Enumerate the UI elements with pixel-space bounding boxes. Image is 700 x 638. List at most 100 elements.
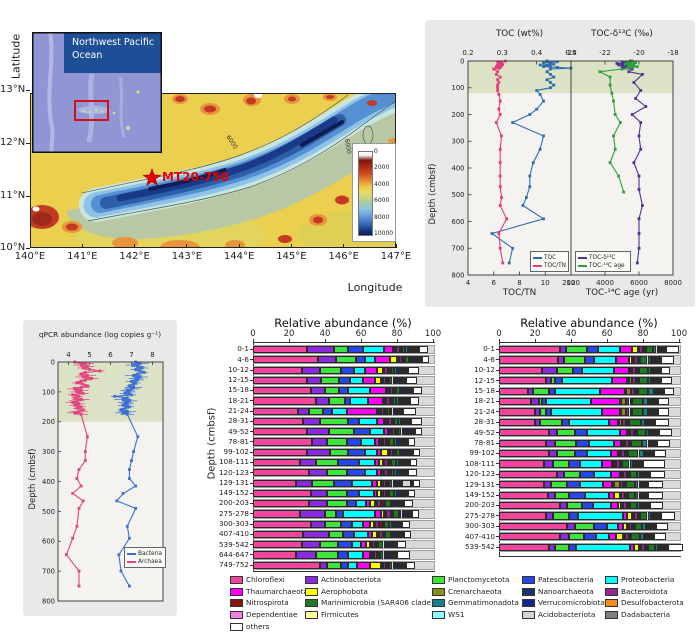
bar-segment-thaumarchaeota xyxy=(375,458,379,467)
bar-segment-proteobacteria xyxy=(569,418,609,426)
legend-line-swatch xyxy=(127,552,136,555)
bar-segment-dadabacteria xyxy=(656,408,659,416)
legend-entry-label: TOC-¹⁴C age xyxy=(589,262,625,269)
bar-segment-verrucomicrobiota xyxy=(399,458,403,467)
bar-segment-aerophobota xyxy=(389,356,397,364)
bar-segment-ws1 xyxy=(644,470,647,478)
bar-segment-actinobacteriota xyxy=(549,450,557,458)
bar-row-tick xyxy=(496,473,499,475)
bar-segment-bacteroidota xyxy=(632,377,636,385)
bar-segment-gemmatimonadota xyxy=(641,418,645,426)
taxa-swatch-desulfobacterota xyxy=(605,599,618,608)
bar-segment-bacteroidota xyxy=(631,387,635,395)
bar-segment-chloroflexi xyxy=(253,458,300,467)
bar-segment-ws1 xyxy=(416,356,419,364)
bar-segment-marinimicrobia-sar406-clade- xyxy=(390,366,395,374)
bar-segment-nitrospirota xyxy=(389,397,392,405)
station-label: MT20-750 xyxy=(162,170,229,184)
bar-segment-patescibacteria xyxy=(576,439,589,447)
svg-text:200: 200 xyxy=(42,418,55,426)
bar-segment-planctomycetota xyxy=(551,377,555,385)
bar-segment-patescibacteria xyxy=(554,377,562,385)
bar-segment-others xyxy=(406,561,415,569)
bar-segment-others xyxy=(409,397,419,405)
bar-segment-aerophobota xyxy=(379,458,383,467)
bar-segment-verrucomicrobiota xyxy=(639,491,642,499)
bar-segment-aerophobota xyxy=(626,429,629,437)
bar-segment-gemmatimonadota xyxy=(392,479,396,487)
bar-segment-planctomycetota xyxy=(554,491,570,499)
bar-segment-nitrospirota xyxy=(386,438,389,446)
bar-segment-crenarchaeota xyxy=(625,387,632,395)
bar-segment-verrucomicrobiota xyxy=(394,530,397,539)
bar-segment-dadabacteria xyxy=(406,438,408,446)
colorbar-tick-label: 8000 xyxy=(374,213,390,221)
bar-segment-bacteroidota xyxy=(373,551,378,559)
bar-bottom-axis xyxy=(253,571,435,572)
bar-segment-marinimicrobia-sar406-clade- xyxy=(631,533,641,541)
bar-segment-verrucomicrobiota xyxy=(387,541,390,549)
bar-segment-gemmatimonadota xyxy=(647,356,652,364)
bar-segment-ws1 xyxy=(655,512,658,520)
lat-tick-mark xyxy=(26,142,30,144)
bar-segment-actinobacteriota xyxy=(556,470,564,478)
bar-segment-patescibacteria xyxy=(581,502,593,510)
bar-segment-planctomycetota xyxy=(325,387,340,395)
bar-segment-verrucomicrobiota xyxy=(652,377,654,385)
bar-segment-planctomycetota xyxy=(533,387,550,395)
bar-segment-acidobacteriota xyxy=(400,500,403,508)
bar-segment-ws1 xyxy=(404,397,407,405)
qpcr-legend: Bacteria Archaea xyxy=(124,547,166,568)
bar-segment-ws1 xyxy=(650,522,653,530)
c14age-bottom-axis-label: TOC-¹⁴C age (yr) xyxy=(585,288,659,298)
bar-segment-acidobacteriota xyxy=(657,512,660,520)
bar-segment-acidobacteriota xyxy=(650,450,653,458)
bar-segment-aerophobota xyxy=(393,346,396,354)
bar-segment-nitrospirota xyxy=(626,470,629,478)
bar-segment-verrucomicrobiota xyxy=(412,356,415,364)
bar-segment-planctomycetota xyxy=(308,407,324,415)
svg-text:0.4: 0.4 xyxy=(531,49,543,57)
bar-row-tick xyxy=(250,441,253,443)
bar-segment-nitrospirota xyxy=(393,448,396,456)
bar-row-label: 99-102 xyxy=(223,447,249,457)
bar-segment-verrucomicrobiota xyxy=(644,533,647,541)
bar-segment-dadabacteria xyxy=(410,510,413,518)
bar-segment-chloroflexi xyxy=(253,530,304,539)
bar-segment-others xyxy=(407,469,417,477)
bar-segment-dadabacteria xyxy=(406,469,408,477)
bar-segment-dadabacteria xyxy=(659,356,662,364)
bar-segment-actinobacteriota xyxy=(545,512,553,520)
bar-segment-dadabacteria xyxy=(666,543,669,551)
bar-row-tick xyxy=(496,380,499,382)
bar-segment-proteobacteria xyxy=(353,366,365,374)
bar-segment-acidobacteriota xyxy=(655,429,658,437)
bar-segment-proteobacteria xyxy=(355,500,367,508)
bar-segment-chloroflexi xyxy=(253,520,311,528)
bar-segment-proteobacteria xyxy=(580,460,602,468)
qpcr-panel: qPCR abundance (log copies g⁻¹) Depth (c… xyxy=(23,320,177,616)
bar-segment-marinimicrobia-sar406-clade- xyxy=(634,522,643,530)
bar-segment-verrucomicrobiota xyxy=(654,387,657,395)
bar-segment-nitrospirota xyxy=(386,489,389,497)
bar-segment-gemmatimonadota xyxy=(636,470,641,478)
bar-segment-chloroflexi xyxy=(499,356,559,364)
depth-colorbar: 0 2000 4000 6000 8000 10000 xyxy=(352,143,396,242)
bar-segment-ws1 xyxy=(400,376,403,384)
svg-text:0: 0 xyxy=(460,57,464,65)
bar-segment-ws1 xyxy=(400,479,403,487)
bar-segment-chloroflexi xyxy=(253,510,300,518)
bar-row-tick xyxy=(250,369,253,371)
bar-segment-aerophobota xyxy=(375,376,381,384)
bar-x-tick-mark xyxy=(324,339,326,342)
bar-segment-acidobacteriota xyxy=(418,356,421,364)
bar-segment-acidobacteriota xyxy=(407,417,410,426)
svg-text:6000: 6000 xyxy=(630,279,648,287)
bar-segment-bacteroidota xyxy=(632,366,636,374)
taxa-swatch-nanoarchaeota xyxy=(522,587,535,596)
bar-segment-others xyxy=(404,500,414,508)
bar-segment-nitrospirota xyxy=(629,408,632,416)
bar-row-label: 149-152 xyxy=(218,488,249,498)
bar-segment-acidobacteriota xyxy=(415,346,417,354)
bar-segment-nitrospirota xyxy=(625,450,627,458)
